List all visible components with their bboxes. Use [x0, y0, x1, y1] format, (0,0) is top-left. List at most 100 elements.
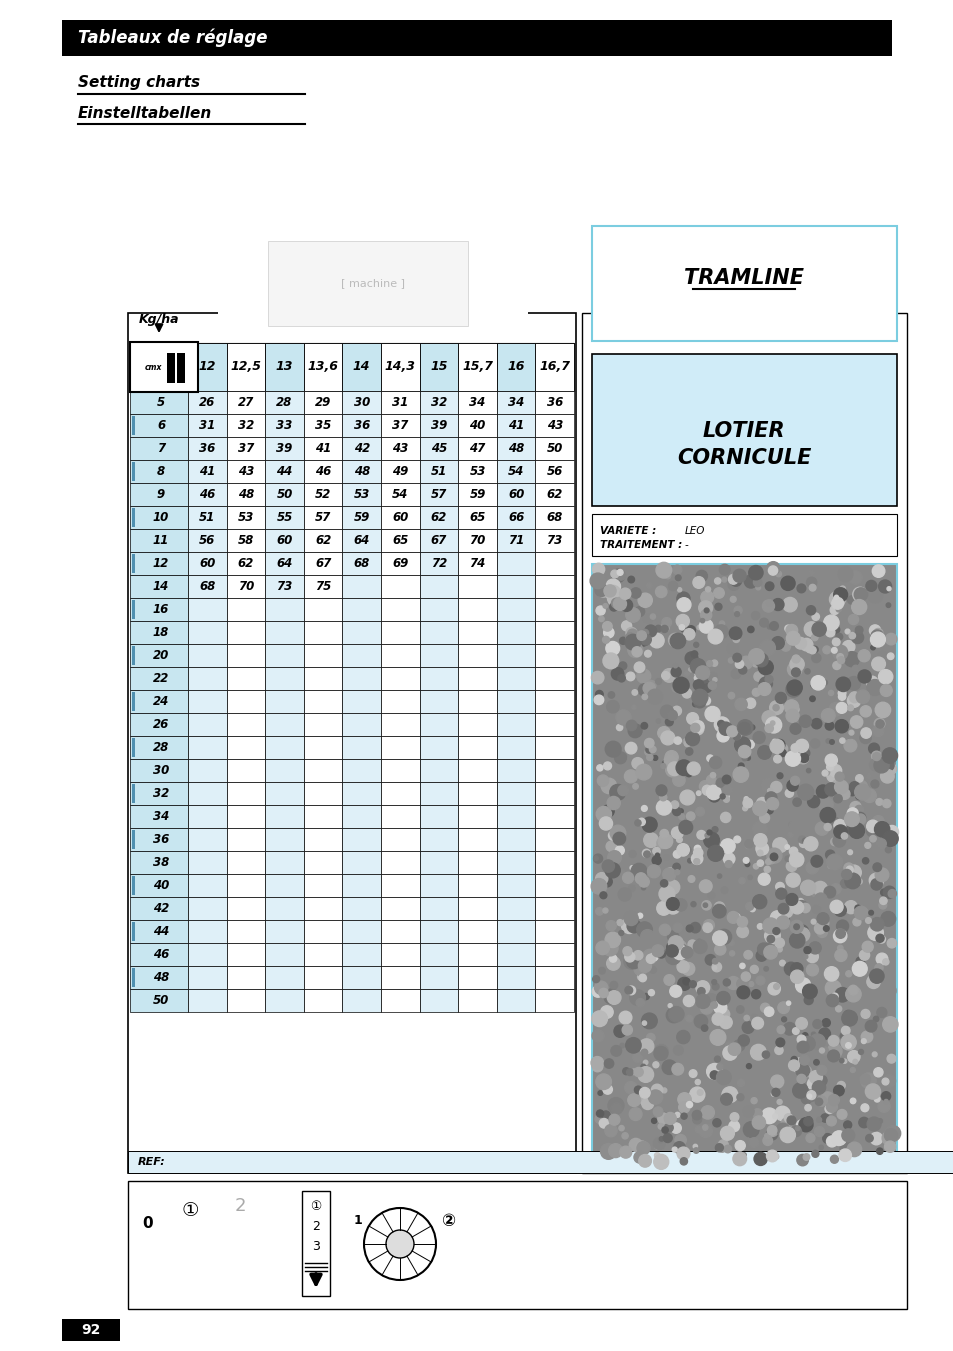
Bar — [457, 920, 497, 943]
Circle shape — [704, 834, 709, 838]
Text: 50: 50 — [276, 488, 293, 501]
Circle shape — [834, 988, 849, 1002]
Circle shape — [812, 905, 820, 913]
Circle shape — [766, 562, 780, 576]
Circle shape — [386, 1229, 414, 1258]
Bar — [303, 851, 342, 874]
Bar — [535, 690, 574, 713]
Bar — [419, 943, 457, 966]
Bar — [342, 828, 380, 851]
Circle shape — [685, 1015, 692, 1021]
Bar — [265, 459, 303, 484]
Circle shape — [832, 835, 844, 847]
Circle shape — [821, 770, 827, 775]
Circle shape — [629, 1139, 641, 1151]
Bar — [497, 576, 535, 598]
Circle shape — [720, 727, 730, 736]
Circle shape — [672, 863, 679, 870]
Circle shape — [696, 790, 700, 796]
Circle shape — [628, 724, 641, 738]
Circle shape — [602, 653, 618, 669]
Circle shape — [854, 813, 865, 824]
Circle shape — [697, 988, 704, 996]
Circle shape — [805, 577, 816, 588]
Circle shape — [636, 1142, 647, 1152]
Circle shape — [608, 692, 614, 698]
Circle shape — [623, 912, 638, 925]
Circle shape — [601, 805, 614, 817]
Circle shape — [728, 940, 734, 946]
Circle shape — [811, 890, 818, 897]
Circle shape — [786, 662, 801, 677]
Circle shape — [659, 880, 667, 888]
Bar — [303, 644, 342, 667]
Circle shape — [665, 1008, 680, 1023]
Circle shape — [600, 1005, 613, 1019]
Circle shape — [647, 865, 659, 878]
Circle shape — [666, 867, 673, 874]
Circle shape — [634, 1086, 641, 1094]
Circle shape — [627, 643, 642, 658]
Circle shape — [705, 586, 710, 592]
Bar — [188, 553, 227, 576]
Circle shape — [860, 1104, 868, 1112]
Circle shape — [646, 1034, 655, 1042]
Circle shape — [859, 1074, 869, 1085]
Circle shape — [742, 858, 748, 863]
Circle shape — [869, 969, 883, 984]
Circle shape — [709, 757, 720, 769]
Circle shape — [846, 694, 860, 708]
Circle shape — [664, 573, 670, 578]
Circle shape — [775, 571, 781, 577]
Circle shape — [743, 576, 757, 588]
Circle shape — [651, 1119, 656, 1124]
Circle shape — [613, 597, 626, 611]
Circle shape — [700, 1025, 707, 1031]
Circle shape — [801, 984, 817, 998]
Bar — [535, 897, 574, 920]
Circle shape — [700, 619, 704, 623]
Circle shape — [602, 940, 618, 957]
Circle shape — [854, 905, 860, 911]
Bar — [342, 553, 380, 576]
Circle shape — [706, 755, 713, 762]
Circle shape — [673, 1142, 684, 1154]
Bar — [303, 576, 342, 598]
Circle shape — [594, 694, 603, 705]
Circle shape — [671, 1063, 683, 1075]
Circle shape — [607, 990, 620, 1004]
Circle shape — [612, 851, 618, 857]
Circle shape — [671, 707, 680, 716]
Circle shape — [593, 857, 598, 861]
Bar — [265, 576, 303, 598]
Circle shape — [693, 848, 702, 858]
Text: 62: 62 — [431, 511, 447, 524]
Circle shape — [750, 1015, 757, 1021]
Circle shape — [801, 1032, 807, 1039]
Text: 36: 36 — [546, 396, 562, 409]
Circle shape — [714, 1056, 720, 1062]
Bar — [535, 598, 574, 621]
Circle shape — [716, 992, 729, 1005]
Circle shape — [714, 626, 727, 639]
Bar — [592, 226, 896, 340]
Bar — [303, 874, 342, 897]
Circle shape — [767, 982, 780, 994]
Circle shape — [865, 677, 877, 688]
Circle shape — [679, 624, 684, 630]
Circle shape — [738, 1035, 748, 1046]
Circle shape — [842, 1011, 852, 1020]
Text: 13: 13 — [275, 361, 293, 373]
Circle shape — [617, 571, 625, 580]
Bar — [303, 966, 342, 989]
Bar — [342, 667, 380, 690]
Circle shape — [661, 1127, 667, 1133]
Circle shape — [767, 789, 772, 793]
Circle shape — [740, 657, 752, 669]
Circle shape — [621, 621, 631, 631]
Circle shape — [646, 582, 651, 588]
Circle shape — [836, 703, 846, 713]
Bar — [227, 667, 265, 690]
Text: 5: 5 — [157, 396, 165, 409]
Circle shape — [859, 782, 866, 790]
